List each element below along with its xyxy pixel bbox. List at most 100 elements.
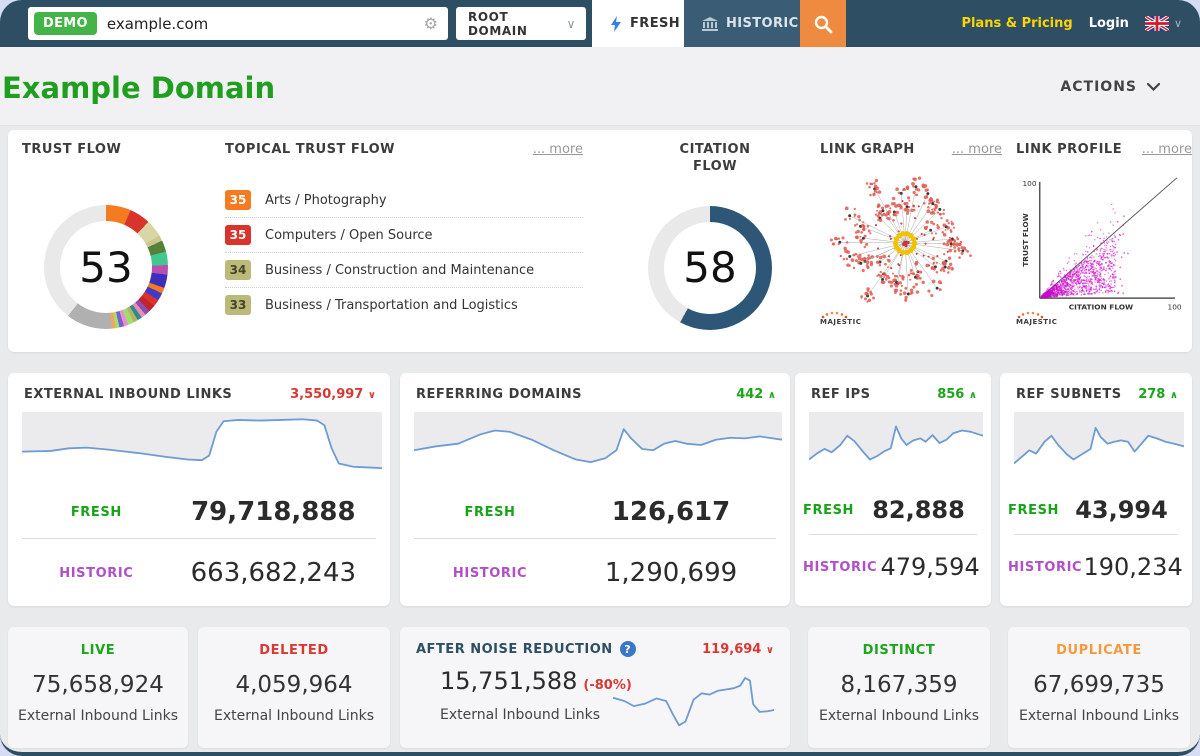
tab-fresh-label: FRESH bbox=[630, 16, 681, 31]
metric-title: EXTERNAL INBOUND LINKS bbox=[24, 387, 233, 402]
noise-percent-change: (-80%) bbox=[583, 678, 632, 693]
topical-item: 35 Arts / Photography bbox=[225, 183, 583, 218]
chevron-down-icon: ∨ bbox=[765, 644, 774, 656]
plans-pricing-link[interactable]: Plans & Pricing bbox=[961, 16, 1073, 31]
fresh-row: FRESH 82,888 bbox=[795, 486, 991, 534]
actions-menu-button[interactable]: ACTIONS bbox=[1060, 79, 1160, 95]
metric-delta[interactable]: 278 ∧ bbox=[1138, 387, 1178, 402]
chevron-down-icon: ∨ bbox=[367, 390, 376, 401]
fresh-row: FRESH 43,994 bbox=[1000, 486, 1192, 534]
metric-delta[interactable]: 856 ∧ bbox=[937, 387, 977, 402]
fresh-label: FRESH bbox=[1008, 502, 1060, 518]
overview-panel: TRUST FLOW 53 TOPICAL TRUST FLOW ... mor… bbox=[8, 130, 1192, 352]
trust-flow-donut: 53 bbox=[44, 205, 168, 329]
topic-score-badge: 35 bbox=[225, 190, 251, 210]
topical-list: 35 Arts / Photography 35 Computers / Ope… bbox=[225, 183, 583, 322]
citation-flow-title: CITATION FLOW bbox=[679, 142, 751, 174]
historic-row: HISTORIC 479,594 bbox=[795, 543, 991, 591]
majestic-logo: MAJESTIC bbox=[820, 311, 1002, 326]
duplicate-value: 67,699,735 bbox=[1033, 672, 1165, 698]
language-selector[interactable]: ∨ bbox=[1144, 16, 1182, 31]
search-input-value[interactable]: example.com bbox=[106, 14, 209, 33]
topic-label: Business / Transportation and Logistics bbox=[265, 297, 518, 313]
historic-row: HISTORIC 1,290,699 bbox=[400, 547, 790, 599]
root-domain-select[interactable]: ROOT DOMAIN ∨ bbox=[456, 7, 586, 40]
topic-label: Business / Construction and Maintenance bbox=[265, 262, 535, 278]
fresh-label: FRESH bbox=[464, 504, 516, 520]
chevron-down-icon bbox=[1147, 83, 1160, 91]
x-max-label: 100 bbox=[1168, 303, 1182, 312]
top-navigation-bar: DEMO example.com ⚙ ROOT DOMAIN ∨ FRESH H… bbox=[0, 0, 1200, 47]
link-profile-points bbox=[1041, 203, 1129, 299]
gear-icon[interactable]: ⚙ bbox=[423, 13, 438, 33]
live-label: LIVE bbox=[80, 643, 116, 658]
historic-row: HISTORIC 190,234 bbox=[1000, 543, 1192, 591]
search-input[interactable]: DEMO example.com ⚙ bbox=[28, 7, 448, 40]
tab-historic-label: HISTORIC bbox=[726, 16, 799, 31]
duplicate-label: DUPLICATE bbox=[1056, 643, 1142, 658]
trust-flow-title: TRUST FLOW bbox=[22, 142, 122, 157]
metric-title: REF IPS bbox=[811, 387, 871, 402]
topical-more-link[interactable]: ... more bbox=[532, 142, 583, 157]
fresh-value: 79,718,888 bbox=[191, 497, 356, 527]
link-graph-viz bbox=[829, 176, 972, 303]
title-band: Example Domain ACTIONS bbox=[0, 47, 1200, 126]
actions-label: ACTIONS bbox=[1060, 79, 1137, 95]
tab-fresh[interactable]: FRESH bbox=[592, 0, 699, 47]
link-graph-more-link[interactable]: ... more bbox=[951, 142, 1002, 157]
metric-chart bbox=[1014, 412, 1184, 478]
link-graph-title: LINK GRAPH bbox=[820, 142, 915, 157]
noise-delta[interactable]: 119,694 ∨ bbox=[702, 641, 774, 657]
historic-label: HISTORIC bbox=[452, 565, 528, 581]
live-value: 75,658,924 bbox=[32, 672, 164, 698]
deleted-sublabel: External Inbound Links bbox=[213, 708, 375, 724]
help-icon[interactable]: ? bbox=[619, 641, 636, 657]
link-graph-card: LINK GRAPH ... more MAJESTIC bbox=[820, 142, 1002, 326]
historic-value: 190,234 bbox=[1083, 553, 1183, 581]
after-noise-reduction-card: AFTER NOISE REDUCTION ? 119,694 ∨ 15,751… bbox=[400, 627, 790, 748]
metric-title: REF SUBNETS bbox=[1016, 387, 1122, 402]
fresh-label: FRESH bbox=[803, 502, 855, 518]
metric-title: REFERRING DOMAINS bbox=[416, 387, 583, 402]
bank-icon bbox=[702, 16, 718, 31]
fresh-value: 43,994 bbox=[1075, 496, 1168, 524]
live-links-card: LIVE 75,658,924 External Inbound Links bbox=[8, 627, 188, 748]
historic-label: HISTORIC bbox=[59, 565, 134, 581]
chevron-down-icon: ∨ bbox=[1173, 17, 1182, 30]
lightning-icon bbox=[611, 15, 621, 32]
metric-delta[interactable]: 3,550,997 ∨ bbox=[290, 387, 376, 402]
majestic-logo: MAJESTIC bbox=[1016, 311, 1192, 326]
distinct-label: DISTINCT bbox=[862, 643, 936, 658]
majestic-logo-arc bbox=[1017, 311, 1044, 319]
chevron-up-icon: ∧ bbox=[767, 390, 776, 401]
distinct-sublabel: External Inbound Links bbox=[818, 708, 980, 724]
referring-domains-card: REFERRING DOMAINS 442 ∧ FRESH 126,617 HI… bbox=[400, 373, 790, 606]
login-link[interactable]: Login bbox=[1088, 16, 1129, 31]
x-axis-label: CITATION FLOW bbox=[1069, 303, 1133, 312]
historic-label: HISTORIC bbox=[1008, 559, 1083, 575]
trust-flow-card: TRUST FLOW 53 bbox=[22, 142, 212, 329]
fresh-value: 82,888 bbox=[872, 496, 965, 524]
topic-score-badge: 35 bbox=[225, 225, 251, 245]
link-profile-card: LINK PROFILE ... more 100 TRUST FLOW CIT… bbox=[1016, 142, 1192, 326]
metric-delta[interactable]: 442 ∧ bbox=[736, 387, 776, 402]
tab-historic[interactable]: HISTORIC bbox=[684, 0, 817, 47]
fresh-value: 126,617 bbox=[611, 497, 731, 527]
fresh-row: FRESH 79,718,888 bbox=[8, 486, 390, 538]
distinct-links-card: DISTINCT 8,167,359 External Inbound Link… bbox=[808, 627, 990, 748]
topical-item: 33 Business / Transportation and Logisti… bbox=[225, 288, 583, 322]
root-domain-label: ROOT DOMAIN bbox=[468, 9, 528, 38]
link-profile-title: LINK PROFILE bbox=[1016, 142, 1123, 157]
chevron-up-icon: ∧ bbox=[968, 390, 977, 401]
historic-value: 663,682,243 bbox=[190, 558, 357, 588]
chevron-up-icon: ∧ bbox=[1169, 390, 1178, 401]
noise-label: AFTER NOISE REDUCTION bbox=[416, 641, 613, 657]
topbar-right-links: Plans & Pricing Login ∨ bbox=[961, 0, 1182, 47]
search-button[interactable] bbox=[800, 0, 846, 47]
topical-item: 35 Computers / Open Source bbox=[225, 218, 583, 253]
link-profile-more-link[interactable]: ... more bbox=[1141, 142, 1192, 157]
historic-label: HISTORIC bbox=[803, 559, 878, 575]
metric-chart bbox=[809, 412, 983, 478]
noise-value: 15,751,588 bbox=[440, 667, 578, 695]
